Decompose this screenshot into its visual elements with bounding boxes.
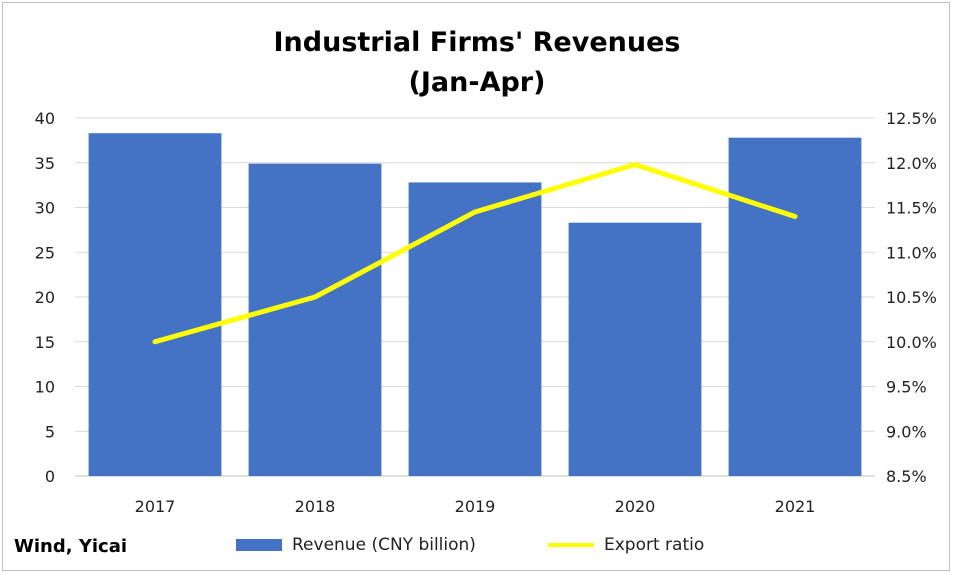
line-series [152,162,798,345]
left-tick-label: 0 [45,467,55,486]
legend-swatch-export-ratio [548,543,594,547]
legend-item-revenue: Revenue (CNY billion) [236,535,476,555]
right-axis-ticks: 8.5% 9.0% 9.5% 10.0% 10.5% 11.0% 11.5% 12.0% 12.… [886,109,937,486]
x-tick-label: 2019 [455,497,496,516]
x-tick-label: 2021 [775,497,816,516]
revenue-bar [728,137,862,476]
left-axis-ticks: 0 5 10 15 20 25 30 35 40 [35,109,55,486]
right-tick-label: 10.5% [886,288,937,307]
x-tick-label: 2018 [295,497,336,516]
source-note: Wind, Yicai [14,536,128,557]
revenue-bar [568,222,702,476]
right-tick-label: 12.5% [886,109,937,128]
right-tick-label: 9.5% [886,378,927,397]
left-tick-label: 10 [35,378,55,397]
bar-series [88,133,862,476]
x-tick-label: 2020 [615,497,656,516]
legend-label-export-ratio: Export ratio [604,535,705,555]
chart-title: Industrial Firms' Revenues [273,27,681,58]
legend-label-revenue: Revenue (CNY billion) [292,535,476,555]
left-tick-label: 30 [35,199,55,218]
left-tick-label: 20 [35,288,55,307]
left-tick-label: 35 [35,154,55,173]
revenue-bar [88,133,222,476]
right-tick-label: 8.5% [886,467,927,486]
right-tick-label: 11.5% [886,199,937,218]
right-tick-label: 10.0% [886,333,937,352]
x-axis-ticks: 2017 2018 2019 2020 2021 [135,497,816,516]
x-tick-label: 2017 [135,497,176,516]
left-tick-label: 40 [35,109,55,128]
revenue-bar [408,182,542,476]
revenue-bar [248,163,382,476]
left-tick-label: 25 [35,243,55,262]
right-tick-label: 11.0% [886,243,937,262]
left-tick-label: 5 [45,422,55,441]
legend-swatch-revenue [236,539,282,551]
legend-item-export-ratio: Export ratio [548,535,704,555]
export-ratio-line [152,162,798,345]
right-tick-label: 12.0% [886,154,937,173]
right-tick-label: 9.0% [886,422,927,441]
left-tick-label: 15 [35,333,55,352]
chart-subtitle: (Jan-Apr) [408,67,546,98]
